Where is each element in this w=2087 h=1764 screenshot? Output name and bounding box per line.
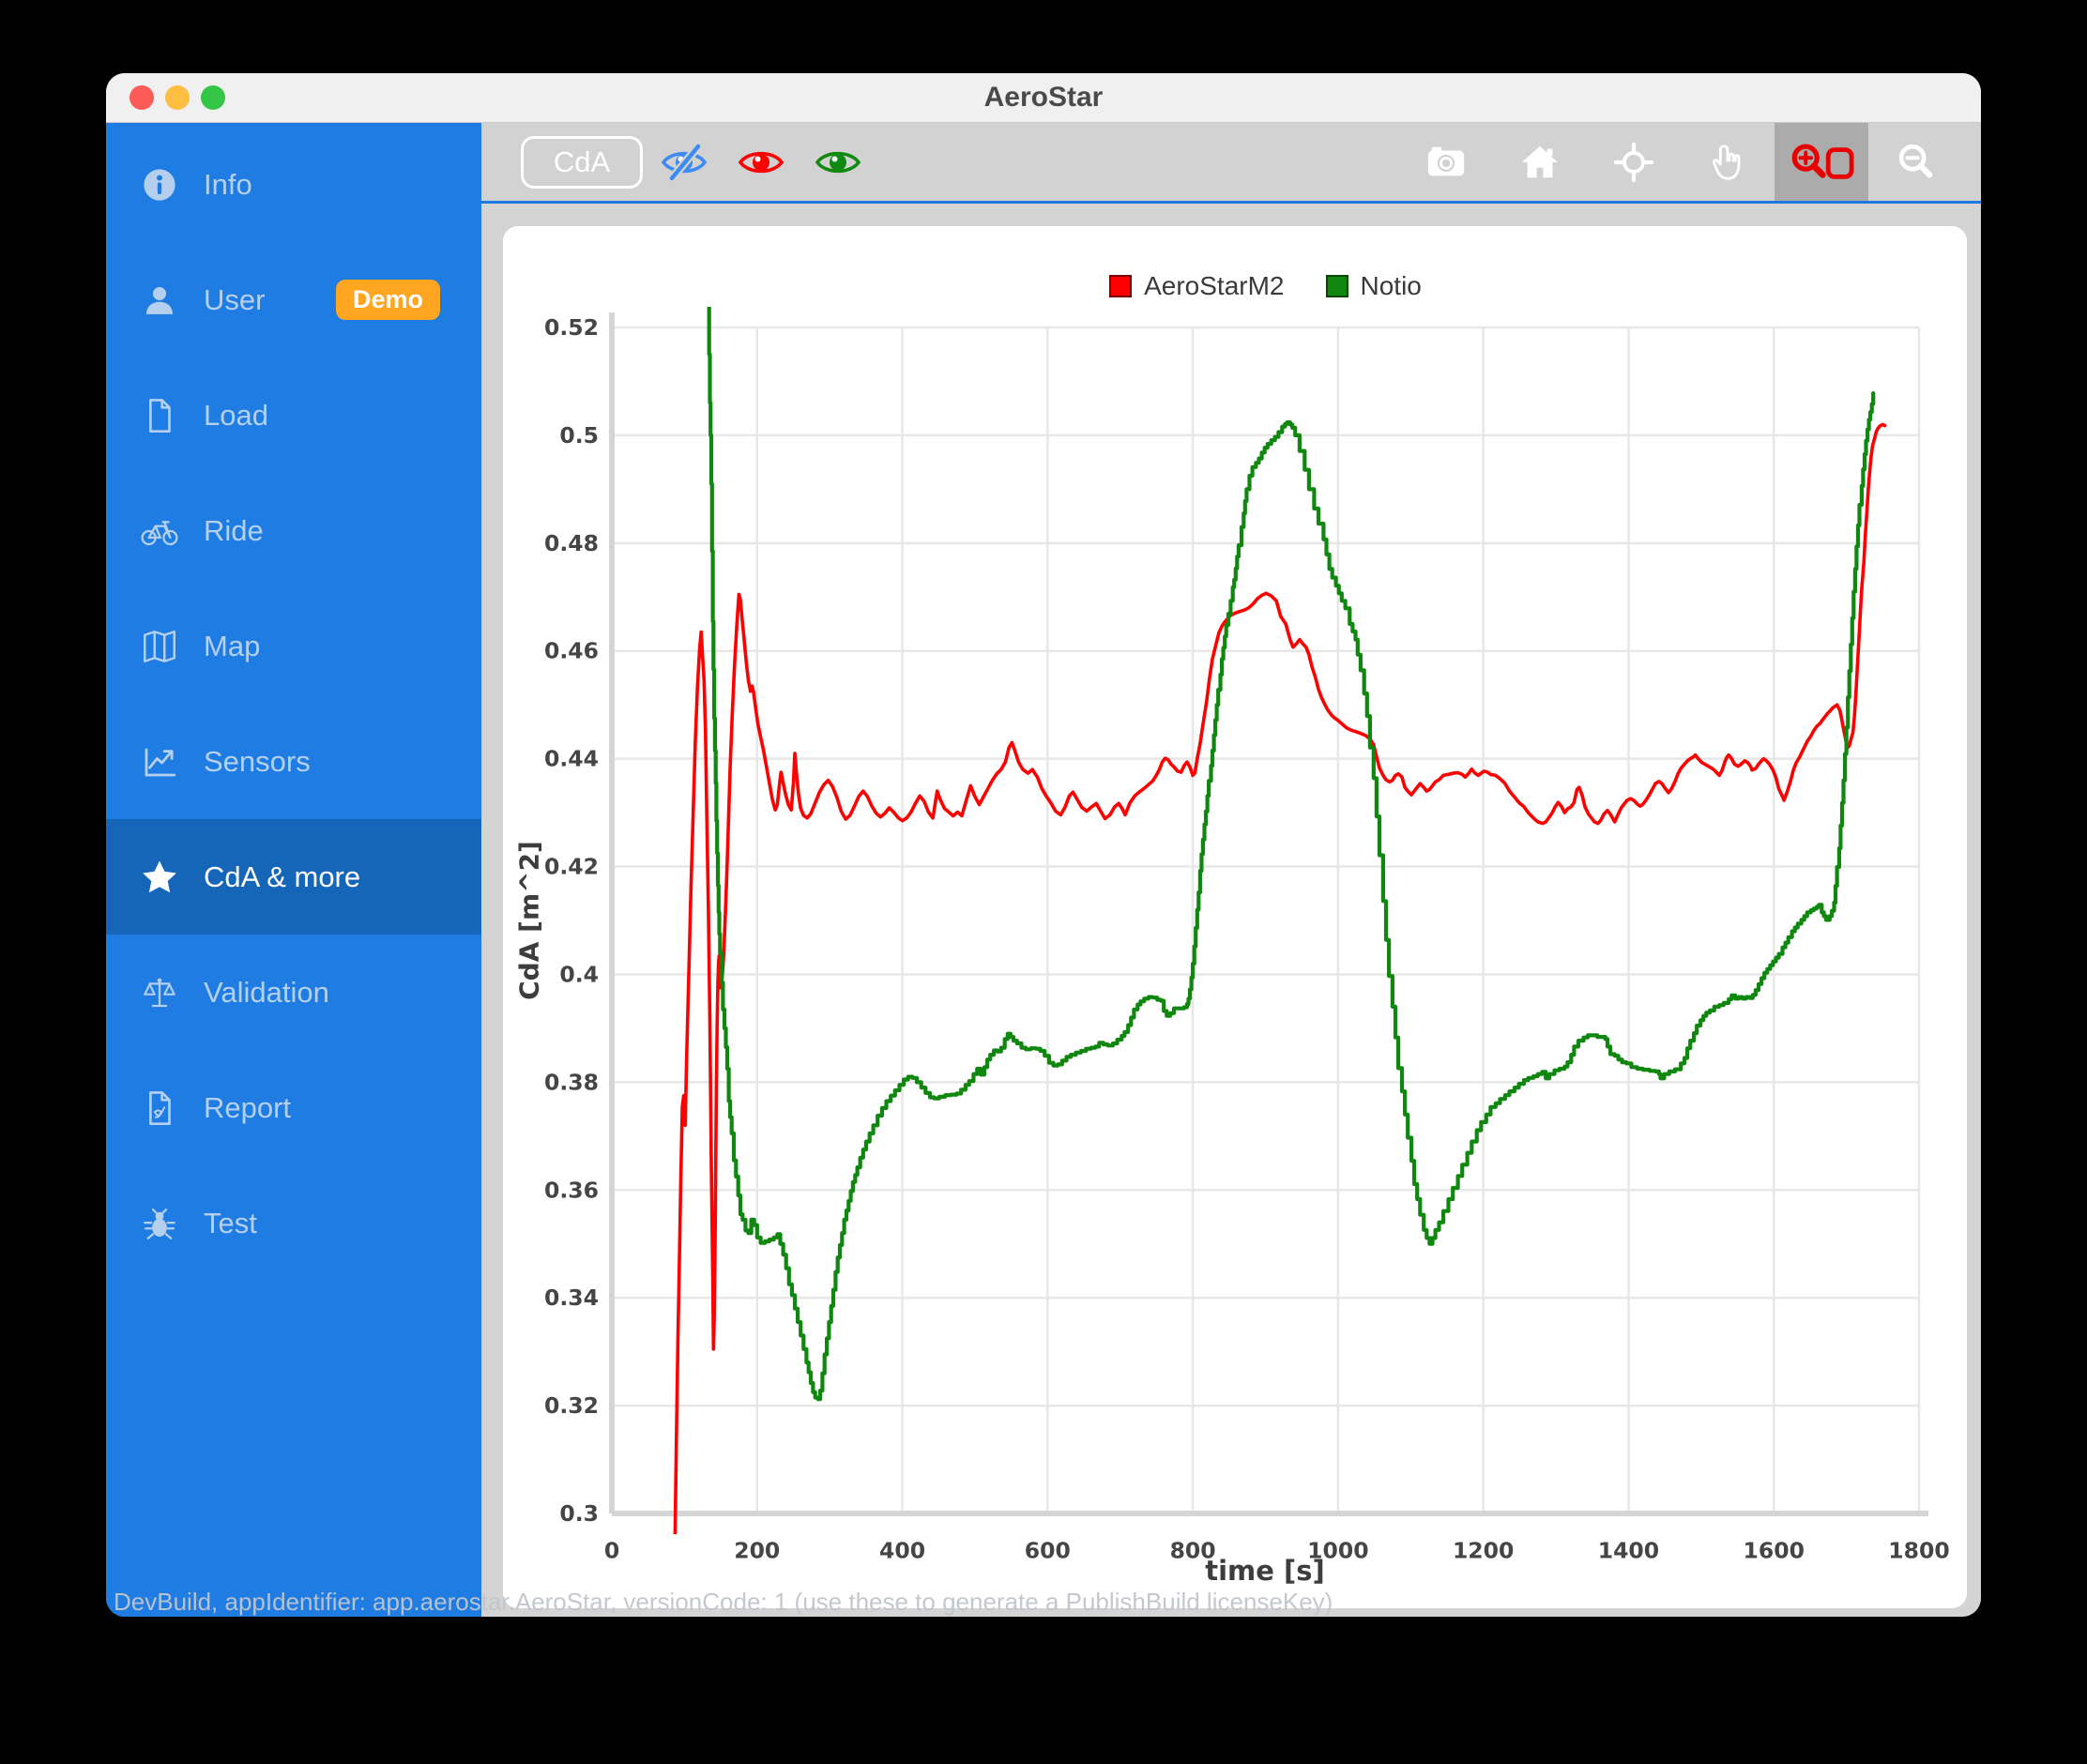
main-area: CdA 0.3 0.32 0.34 0.36 0.38 0.4 0.42 0.44 0.46 0.…: [481, 123, 1981, 1617]
x-tick-label: 1200: [1453, 1538, 1514, 1564]
series-visibility-group: [660, 140, 862, 185]
x-tick-label: 400: [879, 1538, 925, 1564]
x-tick-label: 1800: [1888, 1538, 1949, 1564]
content-area: 0.3 0.32 0.34 0.36 0.38 0.4 0.42 0.44 0.46 0.48 0.…: [481, 204, 1981, 1617]
box-zoom-tool-button[interactable]: [1775, 123, 1868, 201]
cda-line-chart: 0.3 0.32 0.34 0.36 0.38 0.4 0.42 0.44 0.46 0.48 0.…: [544, 307, 1950, 1564]
toggle-aerostarm2-button[interactable]: [737, 140, 785, 185]
y-tick-label: 0.36: [544, 1177, 599, 1203]
chart-legend: AeroStarM2 Notio: [612, 271, 1919, 301]
sensors-icon: [140, 742, 179, 782]
sidebar-item-label: User: [204, 282, 266, 316]
y-tick-label: 0.4: [559, 961, 599, 987]
y-tick-label: 0.32: [544, 1392, 599, 1419]
map-icon: [140, 627, 179, 666]
sidebar-item-cda-more[interactable]: CdA & more: [106, 819, 481, 935]
y-axis-title: CdA [m^2]: [513, 841, 545, 1000]
sidebar-item-map[interactable]: Map: [106, 588, 481, 704]
y-tick-label: 0.46: [544, 638, 599, 664]
y-tick-label: 0.3: [559, 1500, 599, 1527]
zoom-out-icon: [1894, 141, 1937, 184]
legend-item-aerostarm2[interactable]: AeroStarM2: [1109, 271, 1285, 301]
sidebar-item-ride[interactable]: Ride: [106, 473, 481, 588]
eye-icon: [737, 151, 785, 188]
sidebar-item-user[interactable]: User Demo: [106, 242, 481, 357]
y-tick-label: 0.34: [544, 1285, 599, 1311]
y-tick-label: 0.48: [544, 530, 599, 556]
y-tick-label: 0.42: [544, 854, 599, 880]
x-tick-label: 1600: [1744, 1538, 1805, 1564]
legend-swatch-notio: [1325, 275, 1348, 297]
info-icon: [140, 165, 179, 205]
y-tick-label: 0.38: [544, 1069, 599, 1095]
snapshot-tool-button[interactable]: [1399, 123, 1493, 201]
toggle-notio-button[interactable]: [814, 140, 862, 185]
file-icon: [140, 396, 179, 435]
legend-swatch-aerostarm2: [1109, 275, 1133, 297]
sidebar-item-label: Load: [204, 398, 268, 432]
sidebar-item-load[interactable]: Load: [106, 357, 481, 473]
crosshair-icon: [1612, 141, 1655, 184]
sidebar-item-label: Test: [204, 1206, 257, 1239]
sidebar-item-sensors[interactable]: Sensors: [106, 704, 481, 819]
home-tool-button[interactable]: [1493, 123, 1587, 201]
home-icon: [1518, 141, 1561, 184]
x-tick-label: 1000: [1307, 1538, 1368, 1564]
x-tick-label: 1400: [1598, 1538, 1659, 1564]
fullscreen-window-button[interactable]: [201, 85, 225, 110]
toggle-all-series-button[interactable]: [660, 140, 708, 185]
sidebar-item-label: Ride: [204, 513, 264, 547]
autoscale-tool-button[interactable]: [1587, 123, 1681, 201]
sidebar-item-label: CdA & more: [204, 859, 361, 893]
sidebar-item-test[interactable]: Test: [106, 1165, 481, 1281]
legend-label: AeroStarM2: [1144, 271, 1285, 300]
scales-icon: [140, 973, 179, 1012]
zoom-box-icon: [1788, 141, 1856, 184]
sidebar-item-label: Report: [204, 1090, 292, 1124]
x-axis-title: time [s]: [1205, 1555, 1325, 1587]
hand-icon: [1706, 141, 1749, 184]
x-tick-label: 0: [604, 1538, 619, 1564]
window-title: AeroStar: [983, 82, 1104, 113]
eye-slash-icon: [660, 142, 708, 188]
legend-item-notio[interactable]: Notio: [1325, 271, 1422, 301]
zoom-out-tool-button[interactable]: [1868, 123, 1962, 201]
app-window: AeroStar Info User Demo Load Ride Map Sensors C…: [106, 73, 1981, 1617]
report-icon: [140, 1088, 179, 1128]
pan-tool-button[interactable]: [1681, 123, 1775, 201]
traffic-lights: [129, 73, 225, 122]
y-tick-label: 0.5: [559, 422, 599, 449]
cda-mode-button[interactable]: CdA: [521, 135, 643, 189]
chart-toolbar: CdA: [481, 123, 1981, 204]
sidebar-item-label: Sensors: [204, 744, 311, 778]
sidebar-item-info[interactable]: Info: [106, 127, 481, 242]
close-window-button[interactable]: [129, 85, 154, 110]
window-titlebar: AeroStar: [106, 73, 1981, 123]
sidebar-item-validation[interactable]: Validation: [106, 935, 481, 1050]
sidebar-nav: Info User Demo Load Ride Map Sensors CdA & more…: [106, 123, 481, 1617]
sidebar-item-label: Map: [204, 629, 261, 662]
sidebar-item-label: Validation: [204, 975, 329, 1009]
user-icon: [140, 281, 179, 320]
y-tick-label: 0.44: [544, 746, 599, 772]
sidebar-item-report[interactable]: Report: [106, 1050, 481, 1165]
plot-tools-group: [1399, 123, 1962, 201]
minimize-window-button[interactable]: [165, 85, 190, 110]
sidebar-item-label: Info: [204, 167, 252, 201]
bike-icon: [140, 511, 179, 551]
star-icon: [140, 858, 179, 897]
eye-icon: [814, 151, 862, 188]
bug-icon: [140, 1204, 179, 1243]
legend-label: Notio: [1360, 271, 1422, 300]
x-tick-label: 600: [1025, 1538, 1071, 1564]
chart-card: 0.3 0.32 0.34 0.36 0.38 0.4 0.42 0.44 0.46 0.48 0.…: [503, 226, 1967, 1608]
camera-icon: [1424, 141, 1468, 184]
x-tick-label: 200: [734, 1538, 780, 1564]
x-tick-label: 800: [1170, 1538, 1216, 1564]
y-tick-label: 0.52: [544, 314, 599, 341]
demo-badge: Demo: [335, 280, 440, 320]
